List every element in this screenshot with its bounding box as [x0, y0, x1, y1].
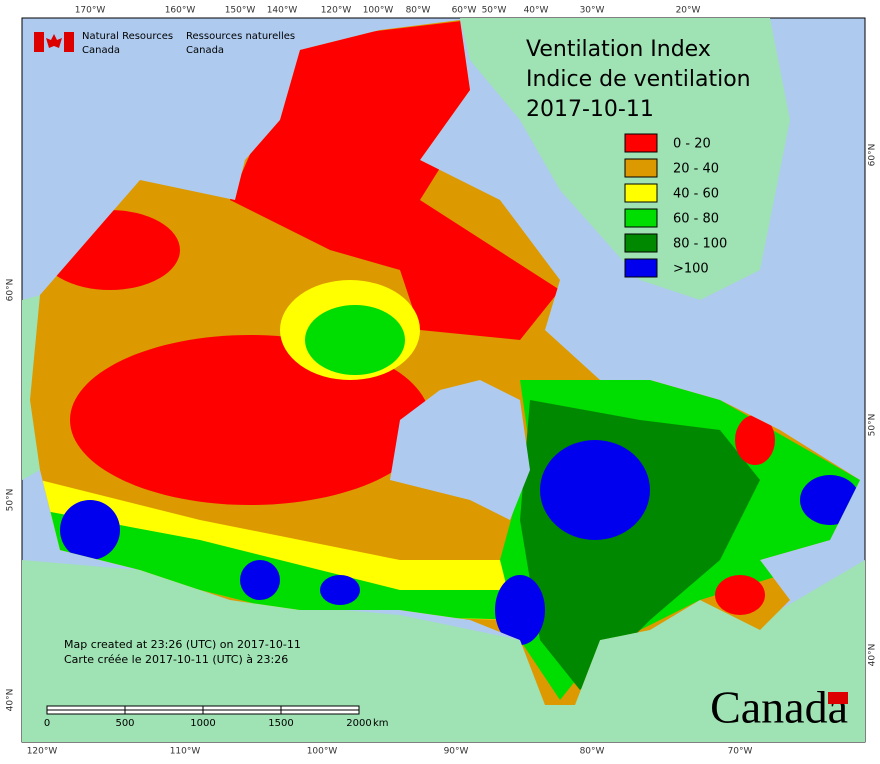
lon-label: 140°W — [267, 6, 298, 16]
legend-label: 0 - 20 — [673, 137, 711, 152]
legend-swatch — [624, 133, 658, 153]
lon-label: 60°W — [452, 6, 477, 16]
lat-label: 60°N — [868, 144, 878, 167]
legend-label: 40 - 60 — [673, 187, 719, 202]
lat-label: 50°N — [6, 489, 16, 512]
scale-label: 1500 — [268, 718, 293, 729]
title: 2017-10-11 — [526, 97, 654, 122]
credit: Map created at 23:26 (UTC) on 2017-10-11 — [64, 638, 301, 651]
legend-swatch — [624, 208, 658, 228]
scale-label: 1000 — [190, 718, 215, 729]
scale-label: 2000 — [346, 718, 371, 729]
legend-label: 60 - 80 — [673, 212, 719, 227]
lon-label: 170°W — [75, 6, 106, 16]
lon-label: 50°W — [482, 6, 507, 16]
legend-swatch — [624, 158, 658, 178]
lon-label: 30°W — [580, 6, 605, 16]
wordmark: Canada — [710, 682, 848, 733]
lon-label: 80°W — [580, 747, 605, 757]
scale-label: 0 — [44, 718, 50, 729]
agency-fr: Canada — [186, 45, 224, 56]
title: Indice de ventilation — [526, 67, 751, 92]
agency-en: Natural Resources — [82, 31, 173, 42]
legend-label: >100 — [673, 262, 709, 277]
flag-right — [64, 32, 74, 52]
title: Ventilation Index — [526, 37, 711, 62]
wordmark-flag — [828, 692, 848, 704]
legend-swatch — [624, 233, 658, 253]
usa — [22, 560, 865, 742]
lon-label: 90°W — [444, 747, 469, 757]
lat-label: 40°N — [6, 689, 16, 712]
lat-label: 60°N — [6, 279, 16, 302]
lon-label: 80°W — [406, 6, 431, 16]
scale-unit: km — [373, 718, 389, 729]
lat-label: 50°N — [868, 414, 878, 437]
lon-label: 100°W — [363, 6, 394, 16]
agency-en: Canada — [82, 45, 120, 56]
lon-label: 160°W — [165, 6, 196, 16]
flag-leaf — [46, 34, 62, 48]
lon-label: 100°W — [307, 747, 338, 757]
lon-label: 40°W — [524, 6, 549, 16]
lon-label: 70°W — [728, 747, 753, 757]
hudson-bay — [390, 380, 530, 520]
legend-swatch — [624, 258, 658, 278]
agency-fr: Ressources naturelles — [186, 31, 295, 42]
lon-label: 20°W — [676, 6, 701, 16]
scale-label: 500 — [115, 718, 134, 729]
lon-label: 150°W — [225, 6, 256, 16]
credit: Carte créée le 2017-10-11 (UTC) à 23:26 — [64, 653, 288, 666]
lon-label: 120°W — [27, 747, 58, 757]
lon-label: 120°W — [321, 6, 352, 16]
legend-label: 20 - 40 — [673, 162, 719, 177]
flag-left — [34, 32, 44, 52]
lon-label: 110°W — [170, 747, 201, 757]
legend-label: 80 - 100 — [673, 237, 727, 252]
lat-label: 40°N — [868, 644, 878, 667]
legend-swatch — [624, 183, 658, 203]
